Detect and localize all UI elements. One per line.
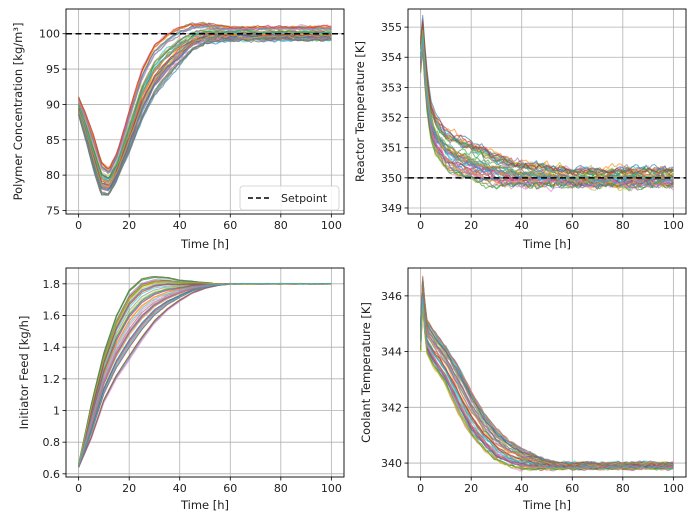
simulation-traces — [78, 275, 332, 468]
y-tick-label: 100 — [39, 28, 60, 41]
y-tick-label: 0.8 — [43, 436, 61, 449]
tick-marks: 0 20 40 60 80 100 340 342 344 346 — [381, 290, 684, 495]
simulation-traces — [78, 21, 332, 196]
tick-marks: 0 20 40 60 80 100 0.6 0.8 1 1.2 1.4 1.6 1.8 — [43, 278, 342, 495]
y-axis-label: Reactor Temperature [K] — [353, 41, 367, 182]
panel-reactor-temperature: 0 20 40 60 80 100 349 350 351 352 353 354 355 Time [… — [353, 8, 687, 251]
y-tick-label: 90 — [46, 98, 60, 111]
y-tick-label: 344 — [381, 346, 402, 359]
x-tick-label: 0 — [417, 219, 424, 232]
x-tick-label: 0 — [75, 219, 82, 232]
x-tick-label: 20 — [464, 219, 478, 232]
x-tick-label: 80 — [616, 482, 630, 495]
trace-line — [78, 25, 332, 174]
x-tick-label: 0 — [417, 482, 424, 495]
y-tick-label: 85 — [46, 134, 60, 147]
simulation-traces — [420, 275, 674, 472]
axes-frame — [65, 267, 345, 478]
x-tick-label: 40 — [515, 482, 529, 495]
trace-line — [78, 24, 332, 173]
y-tick-label: 351 — [381, 142, 402, 155]
y-tick-label: 352 — [381, 112, 402, 125]
x-tick-label: 60 — [565, 482, 579, 495]
x-tick-label: 100 — [321, 482, 342, 495]
x-tick-label: 20 — [122, 219, 136, 232]
y-tick-label: 349 — [381, 202, 402, 215]
trace-line — [78, 36, 332, 196]
y-axis-label: Initiator Feed [kg/h] — [17, 316, 31, 430]
x-axis-label: Time [h] — [522, 498, 571, 512]
trace-line — [78, 282, 332, 466]
axes-frame — [407, 8, 687, 215]
y-tick-label: 95 — [46, 63, 60, 76]
y-tick-label: 75 — [46, 204, 60, 217]
y-tick-label: 80 — [46, 169, 60, 182]
y-tick-label: 346 — [381, 290, 402, 303]
x-axis-label: Time [h] — [180, 237, 229, 251]
x-tick-label: 60 — [565, 219, 579, 232]
trace-line — [420, 22, 674, 176]
axes-frame — [65, 8, 345, 215]
trace-line — [420, 295, 674, 470]
x-tick-label: 60 — [223, 219, 237, 232]
y-tick-label: 353 — [381, 81, 402, 94]
y-axis-label: Polymer Concentration [kg/m³] — [11, 23, 25, 201]
x-tick-label: 40 — [515, 219, 529, 232]
y-tick-label: 0.6 — [43, 468, 61, 481]
x-tick-label: 40 — [173, 219, 187, 232]
panel-initiator-feed: 0 20 40 60 80 100 0.6 0.8 1 1.2 1.4 1.6 1.8 Time [h]… — [17, 267, 345, 512]
y-tick-label: 1.2 — [43, 373, 61, 386]
legend-box — [239, 185, 340, 211]
x-tick-label: 20 — [122, 482, 136, 495]
x-tick-label: 40 — [173, 482, 187, 495]
legend-setpoint-label: Setpoint — [281, 192, 328, 205]
x-axis-label: Time [h] — [522, 237, 571, 251]
trace-line — [420, 47, 674, 193]
trace-line — [420, 14, 674, 175]
tick-marks: 0 20 40 60 80 100 349 350 351 352 353 354 355 — [381, 21, 684, 232]
y-tick-label: 342 — [381, 401, 402, 414]
y-tick-label: 354 — [381, 51, 402, 64]
x-tick-label: 0 — [75, 482, 82, 495]
axes-frame — [407, 267, 687, 478]
y-tick-label: 1.4 — [43, 341, 61, 354]
y-tick-label: 340 — [381, 457, 402, 470]
trace-line — [420, 49, 674, 192]
x-tick-label: 80 — [616, 219, 630, 232]
trace-line — [420, 21, 674, 176]
x-tick-label: 80 — [274, 482, 288, 495]
trace-line — [420, 304, 674, 472]
trace-line — [420, 29, 674, 184]
x-tick-label: 100 — [321, 219, 342, 232]
x-axis-label: Time [h] — [180, 498, 229, 512]
trace-line — [420, 278, 674, 467]
panel-polymer-concentration: 0 20 40 60 80 100 75 80 85 90 95 100 Time [h] Polym… — [11, 8, 345, 251]
panel-coolant-temperature: 0 20 40 60 80 100 340 342 344 346 Time [h] Coolan… — [359, 267, 687, 512]
x-tick-label: 100 — [663, 219, 684, 232]
x-tick-label: 60 — [223, 482, 237, 495]
x-tick-label: 80 — [274, 219, 288, 232]
x-tick-label: 20 — [464, 482, 478, 495]
x-tick-label: 100 — [663, 482, 684, 495]
y-tick-label: 355 — [381, 21, 402, 34]
y-tick-label: 350 — [381, 172, 402, 185]
y-tick-label: 1.8 — [43, 278, 61, 291]
y-axis-label: Coolant Temperature [K] — [359, 302, 373, 443]
simulation-traces — [420, 14, 674, 193]
legend: Setpoint — [239, 185, 340, 211]
tick-marks: 0 20 40 60 80 100 75 80 85 90 95 100 — [39, 28, 342, 232]
y-tick-label: 1.6 — [43, 310, 61, 323]
y-tick-label: 1 — [53, 405, 60, 418]
trace-line — [78, 33, 332, 188]
